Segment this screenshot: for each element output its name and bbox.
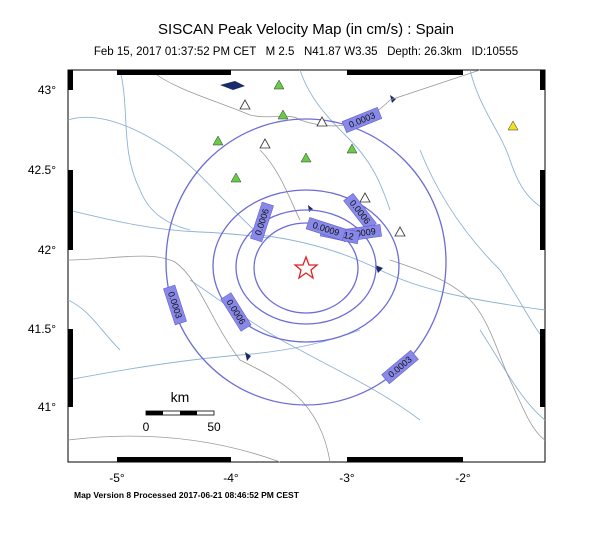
lon-labels: -5° -4° -3° -2°	[109, 471, 471, 485]
lon-label: -5°	[109, 471, 125, 485]
map-area: 0.0003 0.0003 0.0003 0.0006 0.0006 0.000…	[67, 69, 546, 463]
frame-segment	[540, 70, 545, 90]
contour	[165, 118, 447, 406]
frame-segment	[68, 70, 73, 90]
frame-border	[68, 70, 545, 462]
footer: Map Version 8 Processed 2017-06-21 08:46…	[74, 490, 300, 500]
frame-segment	[540, 170, 545, 250]
lon-label: -2°	[455, 471, 471, 485]
scale-start: 0	[143, 420, 150, 434]
title: SISCAN Peak Velocity Map (in cm/s) : Spa…	[158, 21, 454, 38]
contour	[235, 209, 377, 325]
subtitle: Feb 15, 2017 01:37:52 PM CET M 2.5 N41.8…	[94, 46, 518, 58]
lon-label: -3°	[339, 471, 355, 485]
stations	[212, 79, 519, 237]
lon-label: -4°	[223, 471, 239, 485]
lat-label: 41°	[38, 400, 56, 414]
lat-label: 42.5°	[28, 163, 56, 177]
frame-segment	[347, 457, 463, 462]
frame-segment	[68, 329, 73, 407]
lat-label: 42°	[38, 243, 56, 257]
contours	[165, 118, 447, 406]
epicenter	[293, 255, 319, 280]
scale-title: km	[171, 389, 190, 405]
frame-segment	[540, 329, 545, 407]
scale-end: 50	[207, 420, 221, 434]
rivers	[67, 69, 546, 421]
frame-segment	[68, 170, 73, 250]
scale-bar: km 0 50	[143, 389, 221, 434]
contour	[212, 189, 400, 343]
contour	[253, 222, 359, 314]
borders	[67, 69, 546, 463]
frame-segment	[117, 457, 231, 462]
frame-segment	[347, 70, 463, 75]
lat-labels: 43° 42.5° 42° 41.5° 41°	[28, 83, 56, 414]
map-frame	[67, 69, 546, 463]
frame-segment	[117, 70, 231, 75]
lat-label: 41.5°	[28, 322, 56, 336]
lat-label: 43°	[38, 83, 56, 97]
